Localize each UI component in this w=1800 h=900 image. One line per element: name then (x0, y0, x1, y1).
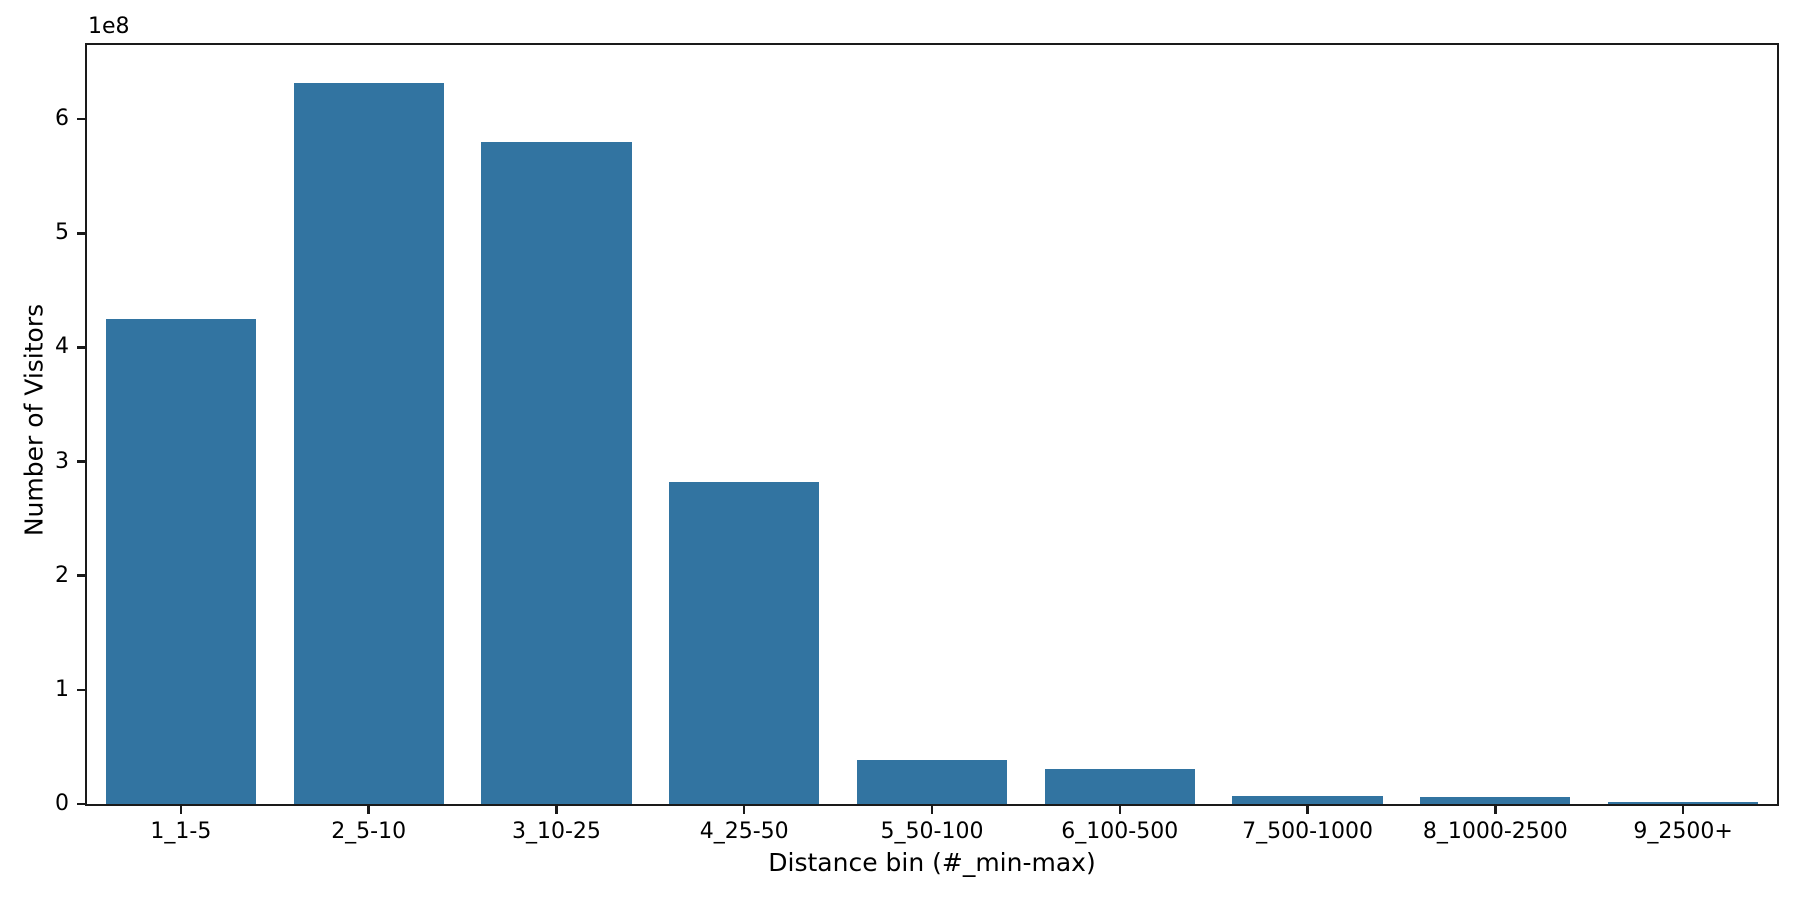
x-tick (742, 806, 746, 814)
y-tick (77, 232, 85, 235)
bars-group (87, 45, 1777, 804)
x-tick (1681, 806, 1685, 814)
x-tick (555, 806, 558, 814)
y-tick-label: 0 (55, 791, 69, 816)
x-tick-label: 3_10-25 (511, 819, 601, 844)
y-tick (77, 346, 85, 349)
y-tick (77, 688, 85, 692)
x-tick (1118, 806, 1122, 814)
x-tick-label: 9_2500+ (1633, 819, 1733, 844)
x-tick (1494, 806, 1497, 814)
x-tick-label: 5_50-100 (880, 819, 984, 844)
x-tick-label: 2_5-10 (331, 819, 407, 844)
bar-1_1-5 (105, 318, 256, 804)
x-tick-label: 8_1000-2500 (1422, 819, 1568, 844)
y-tick (77, 460, 85, 463)
x-tick-label: 7_500-1000 (1242, 819, 1374, 844)
y-tick-label: 6 (55, 106, 69, 132)
y-axis-offset-label: 1e8 (88, 14, 130, 39)
x-tick-label: 4_25-50 (699, 819, 789, 844)
x-tick-label: 1_1-5 (150, 819, 212, 844)
x-tick (1306, 806, 1309, 814)
x-tick (179, 806, 183, 814)
y-tick (77, 117, 85, 121)
x-tick (367, 806, 370, 814)
bar-5_50-100 (856, 760, 1008, 804)
y-tick-label: 1 (55, 676, 69, 702)
y-axis-label: Number of Visitors (19, 303, 49, 537)
bar-7_500-1000 (1232, 796, 1383, 804)
y-tick-label: 2 (55, 562, 69, 588)
x-axis-label: Distance bin (#_min-max) (768, 848, 1096, 877)
bar-2_5-10 (293, 82, 444, 804)
x-tick (930, 806, 934, 814)
bar-6_100-500 (1044, 769, 1195, 804)
bar-9_2500+ (1608, 801, 1759, 804)
bar-3_10-25 (481, 142, 632, 804)
y-tick (77, 802, 85, 806)
x-tick-label: 6_100-500 (1061, 819, 1179, 844)
bar-4_25-50 (669, 482, 820, 804)
y-tick-label: 5 (55, 220, 69, 246)
plot-area (85, 43, 1779, 806)
y-tick (77, 574, 85, 577)
bar-8_1000-2500 (1420, 796, 1571, 804)
